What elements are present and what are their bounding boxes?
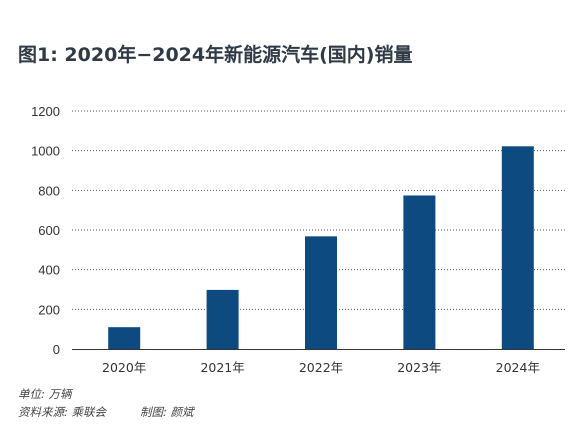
y-tick-label: 600	[38, 223, 60, 238]
y-tick-label: 200	[38, 302, 60, 317]
x-tick-label: 2020年	[102, 360, 146, 375]
chart-title: 图1: 2020年−2024年新能源汽车(国内)销量	[18, 44, 413, 66]
x-tick-label: 2021年	[200, 360, 244, 375]
y-tick-label: 0	[53, 342, 60, 357]
bar-2021年	[206, 289, 239, 349]
unit-note: 单位: 万辆	[18, 387, 72, 401]
bar-2020年	[108, 327, 141, 349]
y-tick-label: 800	[38, 183, 60, 198]
bar-2022年	[305, 236, 337, 349]
bars	[108, 146, 534, 349]
author-text: 制图: 颜斌	[140, 405, 194, 419]
y-tick-label: 1200	[31, 104, 60, 119]
x-tick-label: 2024年	[496, 360, 540, 375]
bar-2024年	[501, 146, 534, 349]
source-text: 资料来源: 乘联会	[18, 405, 107, 419]
source-note: 资料来源: 乘联会 制图: 颜斌	[18, 404, 194, 420]
bar-2023年	[403, 195, 436, 349]
x-axis-tick-labels: 2020年 2021年 2022年 2023年 2024年	[102, 360, 540, 375]
y-tick-label: 400	[38, 263, 60, 278]
y-axis-tick-labels: 0 200 400 600 800 1000 1200	[31, 104, 60, 357]
x-tick-label: 2023年	[397, 360, 441, 375]
y-tick-label: 1000	[31, 144, 60, 159]
x-tick-label: 2022年	[299, 360, 343, 375]
